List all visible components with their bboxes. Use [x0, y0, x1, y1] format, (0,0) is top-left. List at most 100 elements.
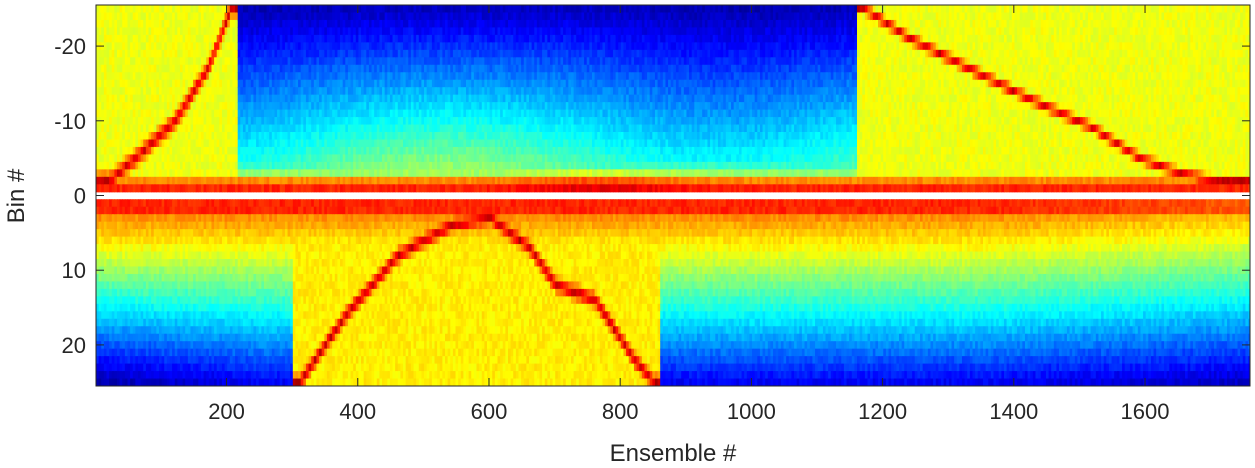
heatmap-cell [98, 214, 102, 223]
heatmap-cell [256, 281, 260, 290]
heatmap-cell [208, 311, 213, 320]
heatmap-cell [193, 273, 197, 283]
heatmap-cell [122, 236, 126, 245]
heatmap-cell [153, 229, 157, 238]
heatmap-cell [127, 109, 131, 118]
heatmap-cell [98, 146, 102, 156]
heatmap-cell [145, 154, 150, 163]
heatmap-cell [143, 221, 147, 230]
heatmap-cell [245, 333, 249, 342]
heatmap-cell [132, 5, 136, 14]
heatmap-cell [161, 176, 165, 185]
heatmap-cell [190, 79, 194, 88]
heatmap-cell [140, 72, 144, 81]
heatmap-cell [156, 117, 160, 126]
heatmap-cell [221, 326, 226, 335]
heatmap-cell [148, 94, 152, 103]
heatmap-cell [182, 87, 186, 96]
heatmap-cell [130, 132, 134, 141]
heatmap-cell [253, 244, 257, 253]
heatmap-cell [185, 146, 189, 156]
heatmap-cell [200, 102, 205, 111]
heatmap-cell [258, 34, 262, 43]
heatmap-cell [253, 117, 257, 126]
heatmap-cell [151, 326, 155, 335]
heatmap-cell [190, 259, 194, 268]
heatmap-cell [237, 363, 241, 372]
heatmap-cell [140, 199, 144, 208]
heatmap-cell [169, 229, 173, 238]
heatmap-cell [182, 326, 186, 335]
heatmap-cell [106, 19, 110, 29]
heatmap-cell [140, 79, 144, 88]
heatmap-cell [214, 109, 218, 118]
heatmap-cell [185, 161, 189, 170]
heatmap-cell [248, 42, 252, 51]
heatmap-cell [156, 303, 160, 312]
heatmap-cell [229, 333, 234, 342]
heatmap-cell [261, 206, 265, 215]
heatmap-cell [122, 94, 126, 103]
heatmap-cell [224, 64, 228, 73]
heatmap-cell [232, 154, 236, 163]
heatmap-cell [143, 94, 147, 103]
heatmap-cell [127, 154, 131, 163]
heatmap-cell [151, 356, 155, 365]
heatmap-cell [174, 378, 178, 386]
heatmap-cell [135, 79, 139, 88]
heatmap-cell [200, 161, 205, 170]
heatmap-cell [203, 221, 207, 230]
heatmap-cell [161, 378, 165, 386]
heatmap-cell [187, 117, 192, 126]
heatmap-cell [132, 49, 136, 58]
heatmap-cell [109, 176, 113, 185]
heatmap-cell [109, 72, 113, 81]
heatmap-cell [103, 206, 108, 215]
heatmap-cell [229, 146, 234, 156]
heatmap-cell [203, 266, 207, 275]
heatmap-cell [227, 12, 231, 21]
heatmap-cell [263, 378, 268, 386]
heatmap-cell [208, 57, 213, 66]
heatmap-cell [253, 259, 257, 268]
heatmap-cell [130, 87, 134, 96]
heatmap-cell [103, 154, 108, 163]
heatmap-cell [206, 303, 210, 312]
heatmap-cell [145, 259, 150, 268]
heatmap-cell [190, 199, 194, 208]
heatmap-cell [185, 259, 189, 268]
heatmap-cell [206, 94, 210, 103]
heatmap-cell [224, 326, 228, 335]
heatmap-cell [135, 176, 139, 185]
heatmap-cell [101, 251, 105, 260]
heatmap-cell [250, 12, 255, 21]
heatmap-cell [114, 348, 118, 357]
heatmap-cell [263, 229, 268, 238]
heatmap-cell [101, 288, 105, 297]
heatmap-cell [214, 214, 218, 223]
heatmap-cell [190, 34, 194, 43]
heatmap-cell [250, 296, 255, 305]
heatmap-cell [161, 273, 165, 283]
heatmap-cell [190, 273, 194, 283]
heatmap-cell [253, 64, 257, 73]
heatmap-cell [214, 341, 218, 350]
heatmap-cell [216, 318, 220, 327]
heatmap-cell [248, 64, 252, 73]
heatmap-cell [235, 326, 239, 335]
heatmap-cell [250, 333, 255, 342]
heatmap-cell [109, 154, 113, 163]
heatmap-cell [182, 288, 186, 297]
heatmap-cell [148, 109, 152, 118]
heatmap-cell [122, 356, 126, 365]
heatmap-cell [124, 154, 129, 163]
heatmap-cell [187, 19, 192, 29]
heatmap-cell [211, 296, 215, 305]
heatmap-cell [224, 281, 228, 290]
heatmap-cell [216, 154, 220, 163]
heatmap-cell [232, 288, 236, 297]
heatmap-cell [198, 244, 202, 253]
heatmap-cell [124, 139, 129, 148]
heatmap-cell [216, 109, 220, 118]
